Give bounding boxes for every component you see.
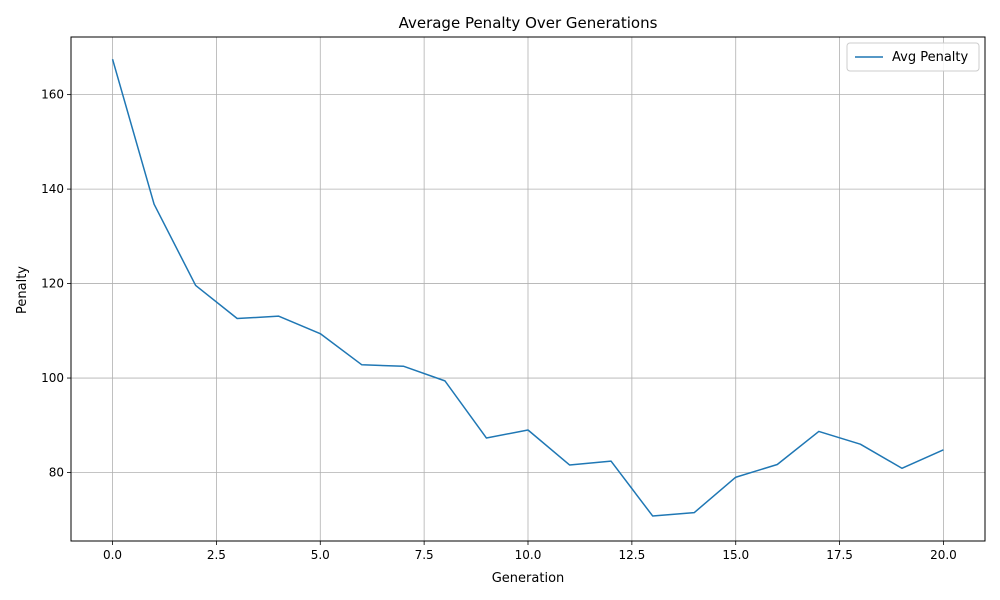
x-tick-label: 17.5 <box>826 548 853 562</box>
grid <box>71 37 985 541</box>
x-tick-label: 5.0 <box>311 548 330 562</box>
legend: Avg Penalty <box>846 42 980 72</box>
y-tick-label: 160 <box>41 88 64 102</box>
series-layer <box>111 58 944 517</box>
legend-box <box>846 42 980 72</box>
x-tick-label: 12.5 <box>619 548 646 562</box>
legend-label-avg-penalty: Avg Penalty <box>892 50 968 65</box>
series-line-avg-penalty <box>111 58 944 517</box>
y-tick-label: 80 <box>49 466 64 480</box>
x-tick-label: 10.0 <box>515 548 542 562</box>
x-axis-label: Generation <box>492 571 565 586</box>
x-tick-label: 20.0 <box>930 548 957 562</box>
x-tick-label: 15.0 <box>722 548 749 562</box>
x-tick-label: 2.5 <box>207 548 226 562</box>
y-tick-label: 140 <box>41 182 64 196</box>
x-axis-ticks: 0.0 2.5 5.0 7.5 10.0 12.5 15.0 17.5 20.0 <box>103 541 957 562</box>
x-tick-label: 7.5 <box>415 548 434 562</box>
y-tick-label: 100 <box>41 371 64 385</box>
y-tick-label: 120 <box>41 277 64 291</box>
x-tick-label: 0.0 <box>103 548 122 562</box>
chart-title: Average Penalty Over Generations <box>399 14 658 32</box>
y-axis-label: Penalty <box>15 266 30 314</box>
y-axis-ticks: 80 100 120 140 160 <box>41 88 71 480</box>
